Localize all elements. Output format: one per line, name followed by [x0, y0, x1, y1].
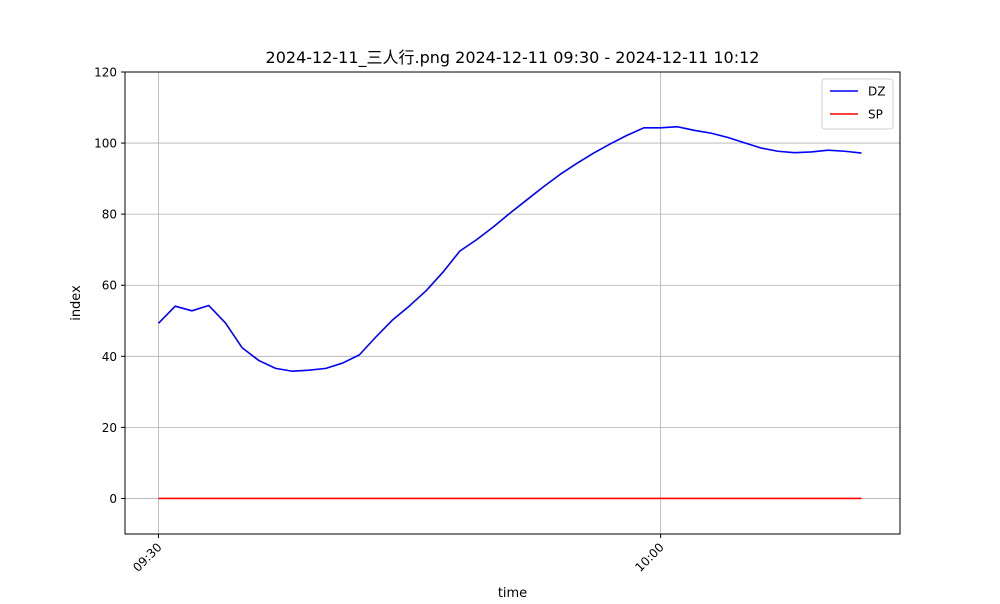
y-tick-label: 20 — [102, 421, 117, 435]
x-axis-label: time — [498, 586, 527, 600]
y-tick-label: 40 — [102, 350, 117, 364]
y-tick-label: 0 — [109, 492, 117, 506]
legend-label-dz: DZ — [868, 85, 885, 99]
y-tick-label: 100 — [94, 137, 117, 151]
chart-title: 2024-12-11_三人行.png 2024-12-11 09:30 - 20… — [266, 48, 760, 68]
series-line-dz — [157, 125, 862, 373]
legend: DZ SP — [821, 78, 894, 130]
y-tick-label: 120 — [94, 66, 117, 80]
plot-frame — [124, 71, 901, 535]
y-tick-label: 60 — [102, 279, 117, 293]
y-tick-label: 80 — [102, 208, 117, 222]
y-axis-label: index — [69, 285, 84, 321]
series-lines — [157, 125, 862, 500]
legend-label-sp: SP — [868, 108, 883, 122]
